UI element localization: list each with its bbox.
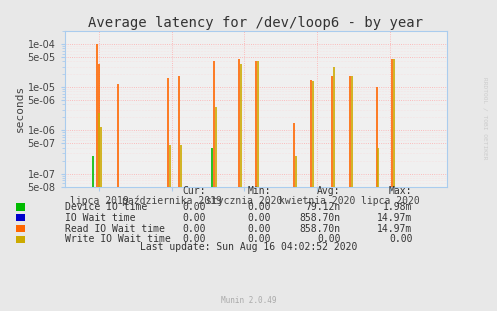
Text: 0.00: 0.00: [389, 234, 413, 244]
Text: Min:: Min:: [248, 186, 271, 196]
Text: 14.97m: 14.97m: [377, 224, 413, 234]
Text: Device IO time: Device IO time: [65, 202, 147, 212]
Text: 0.00: 0.00: [248, 202, 271, 212]
Text: 0.00: 0.00: [183, 202, 206, 212]
Text: Max:: Max:: [389, 186, 413, 196]
Text: 0.00: 0.00: [183, 224, 206, 234]
Text: Cur:: Cur:: [183, 186, 206, 196]
Y-axis label: seconds: seconds: [15, 85, 25, 132]
Text: 0.00: 0.00: [248, 224, 271, 234]
Text: IO Wait time: IO Wait time: [65, 213, 135, 223]
Text: Write IO Wait time: Write IO Wait time: [65, 234, 170, 244]
Text: Munin 2.0.49: Munin 2.0.49: [221, 296, 276, 305]
Text: 0.00: 0.00: [248, 234, 271, 244]
Title: Average latency for /dev/loop6 - by year: Average latency for /dev/loop6 - by year: [88, 16, 423, 30]
Text: 858.70n: 858.70n: [299, 224, 340, 234]
Text: 858.70n: 858.70n: [299, 213, 340, 223]
Text: 0.00: 0.00: [248, 213, 271, 223]
Text: RRDTOOL / TOBI OETIKER: RRDTOOL / TOBI OETIKER: [482, 77, 487, 160]
Text: Last update: Sun Aug 16 04:02:52 2020: Last update: Sun Aug 16 04:02:52 2020: [140, 242, 357, 252]
Text: Avg:: Avg:: [317, 186, 340, 196]
Text: 0.00: 0.00: [317, 234, 340, 244]
Text: Read IO Wait time: Read IO Wait time: [65, 224, 165, 234]
Text: 0.00: 0.00: [183, 213, 206, 223]
Text: 14.97m: 14.97m: [377, 213, 413, 223]
Text: 1.98m: 1.98m: [383, 202, 413, 212]
Text: 79.12n: 79.12n: [305, 202, 340, 212]
Text: 0.00: 0.00: [183, 234, 206, 244]
